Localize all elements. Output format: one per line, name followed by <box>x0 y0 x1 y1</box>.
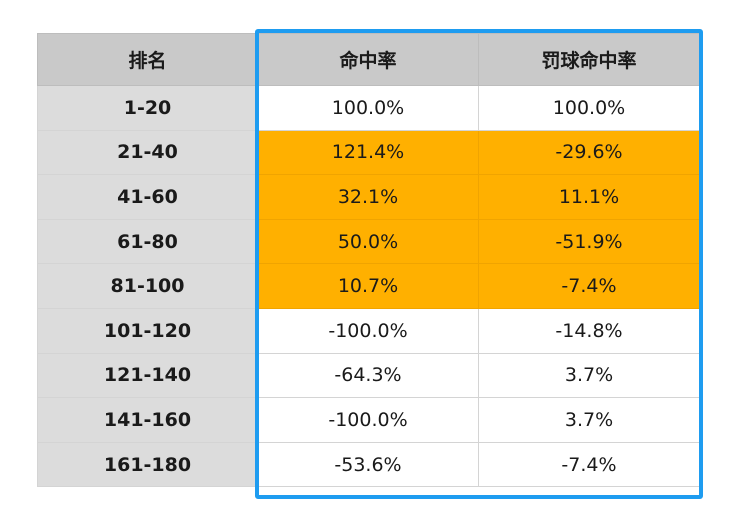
table-row: 101-120 -100.0% -14.8% <box>37 307 700 354</box>
fg-pct-cell: -64.3% <box>257 352 479 399</box>
table-body: 1-20 100.0% 100.0% 21-40 121.4% -29.6% 41-60 32… <box>37 85 700 488</box>
fg-pct-cell: -100.0% <box>257 307 479 354</box>
fg-pct-cell: 32.1% <box>257 174 479 220</box>
fg-pct-cell: 121.4% <box>257 129 479 176</box>
table-row: 121-140 -64.3% 3.7% <box>37 352 700 399</box>
fg-pct-cell: 50.0% <box>257 218 479 265</box>
header-fg-pct: 命中率 <box>257 33 479 86</box>
ranking-table: 排名 命中率 罚球命中率 1-20 100.0% 100.0% 21-40 121.4%… <box>37 33 700 488</box>
ft-pct-cell: 100.0% <box>478 85 700 131</box>
rank-cell: 1-20 <box>37 85 258 131</box>
ft-pct-cell: -7.4% <box>478 441 700 488</box>
fg-pct-cell: -53.6% <box>257 441 479 488</box>
fg-pct-cell: -100.0% <box>257 397 479 443</box>
table-row: 61-80 50.0% -51.9% <box>37 218 700 265</box>
table-row: 41-60 32.1% 11.1% <box>37 174 700 220</box>
rank-cell: 21-40 <box>37 129 258 176</box>
rank-cell: 161-180 <box>37 441 258 488</box>
rank-cell: 81-100 <box>37 263 258 309</box>
header-row: 排名 命中率 罚球命中率 <box>37 33 700 86</box>
rank-cell: 101-120 <box>37 307 258 354</box>
header-ft-pct: 罚球命中率 <box>478 33 700 86</box>
table-row: 141-160 -100.0% 3.7% <box>37 397 700 443</box>
ft-pct-cell: -7.4% <box>478 263 700 309</box>
rank-cell: 121-140 <box>37 352 258 399</box>
fg-pct-cell: 10.7% <box>257 263 479 309</box>
table-row: 21-40 121.4% -29.6% <box>37 129 700 176</box>
header-rank: 排名 <box>37 33 258 86</box>
rank-cell: 61-80 <box>37 218 258 265</box>
rank-cell: 141-160 <box>37 397 258 443</box>
ft-pct-cell: -29.6% <box>478 129 700 176</box>
rank-cell: 41-60 <box>37 174 258 220</box>
table-row: 161-180 -53.6% -7.4% <box>37 441 700 488</box>
ft-pct-cell: 3.7% <box>478 397 700 443</box>
ft-pct-cell: 11.1% <box>478 174 700 220</box>
table-row: 81-100 10.7% -7.4% <box>37 263 700 309</box>
ft-pct-cell: -14.8% <box>478 307 700 354</box>
ft-pct-cell: -51.9% <box>478 218 700 265</box>
table-row: 1-20 100.0% 100.0% <box>37 85 700 131</box>
fg-pct-cell: 100.0% <box>257 85 479 131</box>
ft-pct-cell: 3.7% <box>478 352 700 399</box>
